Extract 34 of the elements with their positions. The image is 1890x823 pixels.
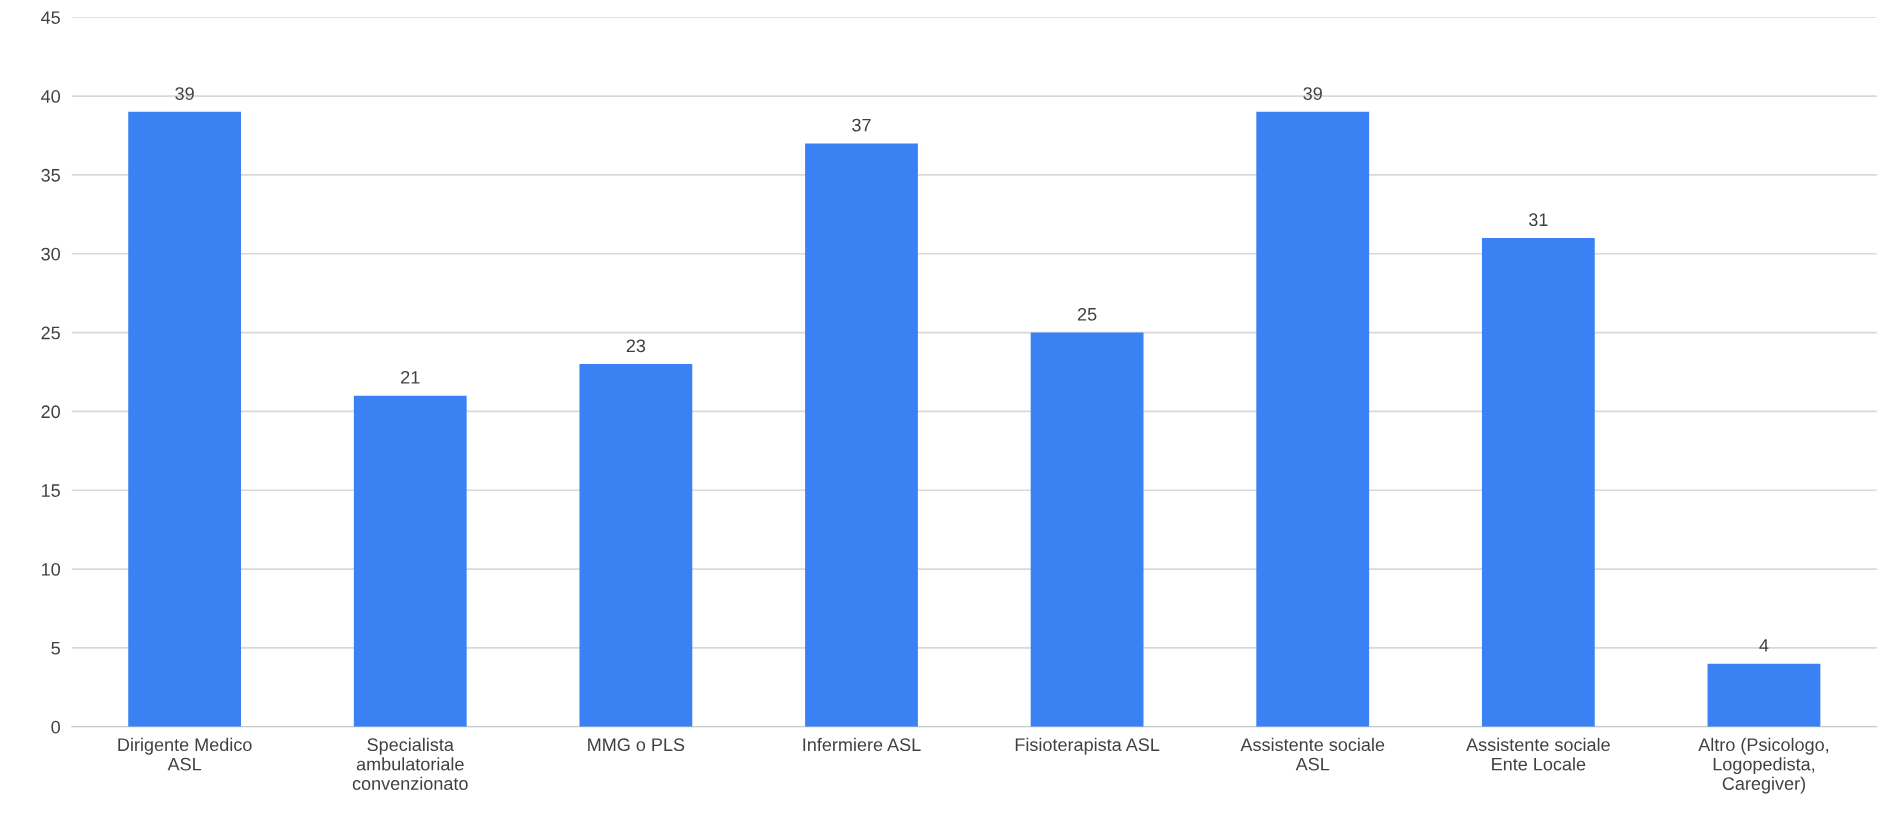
bar bbox=[1256, 111, 1370, 727]
x-tick-label: Altro (Psicologo, Logopedista, Caregiver) bbox=[1698, 737, 1829, 794]
x-tick-label: MMG o PLS bbox=[588, 738, 685, 752]
bar bbox=[1481, 237, 1595, 727]
x-tick-label: Fisioterapista ASL bbox=[1015, 737, 1160, 755]
x-tick-label: Specialista ambulatoriale convenzionato bbox=[352, 737, 468, 790]
y-tick-label: 15 bbox=[42, 484, 60, 497]
data-label: 21 bbox=[401, 370, 420, 384]
x-tick-label: Assistente sociale ASL bbox=[1240, 737, 1385, 771]
y-tick-label: 45 bbox=[41, 11, 60, 24]
y-tick-label: 20 bbox=[41, 405, 60, 419]
bar bbox=[1707, 663, 1821, 727]
bar bbox=[353, 395, 467, 727]
y-tick-label: 35 bbox=[41, 168, 60, 182]
data-label: 25 bbox=[1077, 307, 1097, 321]
data-label: 4 bbox=[1759, 639, 1769, 652]
bar bbox=[579, 364, 693, 727]
data-label: 31 bbox=[1528, 213, 1548, 227]
x-tick-label: Assistente sociale Ente Locale bbox=[1466, 737, 1610, 771]
bar bbox=[1030, 332, 1144, 727]
data-label: 39 bbox=[1303, 87, 1322, 100]
data-label: 23 bbox=[626, 339, 646, 353]
bar bbox=[128, 111, 242, 727]
y-tick-label: 30 bbox=[41, 247, 60, 261]
y-tick-label: 25 bbox=[41, 326, 60, 340]
bar bbox=[805, 143, 918, 727]
data-label: 39 bbox=[175, 87, 194, 100]
x-tick-label: Infermiere ASL bbox=[803, 737, 921, 752]
y-tick-label: 0 bbox=[51, 720, 60, 734]
y-tick-label: 10 bbox=[42, 562, 60, 576]
data-label: 37 bbox=[852, 118, 871, 132]
x-tick-label: Dirigente Medico ASL bbox=[118, 737, 252, 771]
y-tick-label: 40 bbox=[41, 90, 60, 103]
y-tick-label: 5 bbox=[51, 642, 60, 655]
